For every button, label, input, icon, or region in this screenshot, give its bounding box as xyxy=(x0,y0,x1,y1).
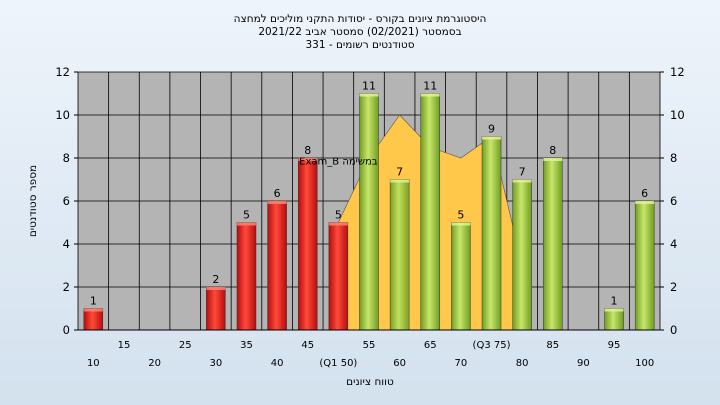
bar-cap-60 xyxy=(390,179,410,183)
title-line-3: סטודנטים רשומים - 331 xyxy=(305,39,414,51)
bar-cap-40 xyxy=(267,201,287,204)
bar-cap-75 xyxy=(482,136,502,140)
y-tick-label-right: 8 xyxy=(670,151,677,165)
value-label-100: 6 xyxy=(641,187,648,200)
x-tick-label: 100 xyxy=(635,358,654,369)
value-label-10: 1 xyxy=(90,295,97,308)
y-tick-label-left: 2 xyxy=(63,280,70,294)
y-tick-label-right: 0 xyxy=(670,323,677,337)
x-tick-label: 80 xyxy=(516,358,529,369)
bar-45 xyxy=(297,157,318,331)
bar-cap-30 xyxy=(206,287,226,290)
bar-95 xyxy=(604,308,624,331)
value-label-45: 8 xyxy=(304,144,311,157)
value-label-35: 5 xyxy=(243,209,250,222)
bar-60 xyxy=(389,179,410,331)
value-label-80: 7 xyxy=(519,166,526,179)
x-tick-label: 65 xyxy=(424,340,437,351)
value-label-60: 7 xyxy=(396,166,403,179)
bar-cap-95 xyxy=(604,308,624,312)
bar-cap-10 xyxy=(83,308,103,312)
bar-100 xyxy=(634,200,655,331)
value-label-40: 6 xyxy=(274,187,281,200)
x-tick-label: 90 xyxy=(577,358,590,369)
x-tick-label: 30 xyxy=(209,358,222,369)
value-labels: 1 2 5 6 8 5 11 7 11 5 9 7 8 1 6 xyxy=(90,80,648,308)
y-tick-label-left: 10 xyxy=(55,108,70,122)
bar-cap-65 xyxy=(420,93,440,97)
y-tick-label-right: 12 xyxy=(670,65,685,79)
bar-cap-70 xyxy=(451,222,471,226)
x-tick-label: 35 xyxy=(240,340,253,351)
area-series-label: Exam_B במשימה xyxy=(299,157,378,168)
bar-80 xyxy=(512,179,532,331)
x-tick-label: 10 xyxy=(87,358,100,369)
y-tick-label-right: 10 xyxy=(670,108,685,122)
bar-40 xyxy=(267,200,287,331)
x-tick-label: 55 xyxy=(363,340,376,351)
x-tick-label: (Q3 75) xyxy=(473,340,511,351)
title-line-2: בסמסטר (02/2021) סמסטר אביב 2021/22 xyxy=(258,26,461,38)
y-tick-label-left: 12 xyxy=(55,65,70,79)
y-axis-right: 0 2 4 6 8 10 12 xyxy=(660,65,685,337)
value-label-65: 11 xyxy=(423,80,437,93)
bar-cap-80 xyxy=(512,179,532,183)
bar-30 xyxy=(206,286,226,331)
bar-10 xyxy=(83,308,104,331)
x-axis: 15 25 35 45 55 65 (Q3 75) 85 95 10 20 30 40 (Q1 50) 60… xyxy=(78,329,660,369)
value-label-30: 2 xyxy=(212,273,219,286)
y-tick-label-left: 6 xyxy=(63,194,70,208)
y-tick-label-left: 8 xyxy=(63,151,70,165)
bar-cap-50 xyxy=(328,222,348,226)
bar-50 xyxy=(328,222,349,331)
bar-70 xyxy=(451,222,471,331)
x-tick-label: 15 xyxy=(118,340,131,351)
bar-cap-35 xyxy=(236,222,256,226)
x-tick-label: 95 xyxy=(608,340,621,351)
x-tick-label: 25 xyxy=(179,340,192,351)
value-label-95: 1 xyxy=(611,295,618,308)
title-line-1: היסטוגרמת ציונים בקורס - יסודות התקני מו… xyxy=(234,13,487,25)
bar-65 xyxy=(420,93,441,331)
x-axis-label: טווח ציונים xyxy=(346,376,394,388)
x-tick-label: (Q1 50) xyxy=(319,358,357,369)
value-label-75: 9 xyxy=(488,123,495,136)
bar-cap-55 xyxy=(359,93,379,97)
chart-title: היסטוגרמת ציונים בקורס - יסודות התקני מו… xyxy=(234,13,487,51)
x-tick-label: 40 xyxy=(271,358,284,369)
y-axis-label: מספר סטודנטים xyxy=(27,165,39,237)
x-tick-label: 60 xyxy=(393,358,406,369)
x-tick-label: 45 xyxy=(301,340,314,351)
value-label-55: 11 xyxy=(362,80,376,93)
bars xyxy=(83,93,655,331)
bar-cap-100 xyxy=(635,201,655,204)
y-tick-label-right: 2 xyxy=(670,280,677,294)
bar-cap-45 xyxy=(298,158,318,161)
x-tick-label: 70 xyxy=(455,358,468,369)
y-tick-label-right: 6 xyxy=(670,194,677,208)
y-tick-label-left: 0 xyxy=(63,323,70,337)
bar-75 xyxy=(481,136,502,331)
x-tick-label: 85 xyxy=(546,340,559,351)
y-axis-left: 0 2 4 6 8 10 12 xyxy=(55,65,78,337)
value-label-85: 8 xyxy=(549,144,556,157)
x-tick-label: 20 xyxy=(148,358,161,369)
bar-35 xyxy=(236,222,257,331)
value-label-50: 5 xyxy=(335,209,342,222)
y-tick-label-left: 4 xyxy=(63,237,70,251)
y-tick-label-right: 4 xyxy=(670,237,677,251)
value-label-70: 5 xyxy=(457,209,464,222)
bar-85 xyxy=(543,157,563,331)
bar-cap-85 xyxy=(543,158,563,161)
bar-55 xyxy=(359,93,379,331)
